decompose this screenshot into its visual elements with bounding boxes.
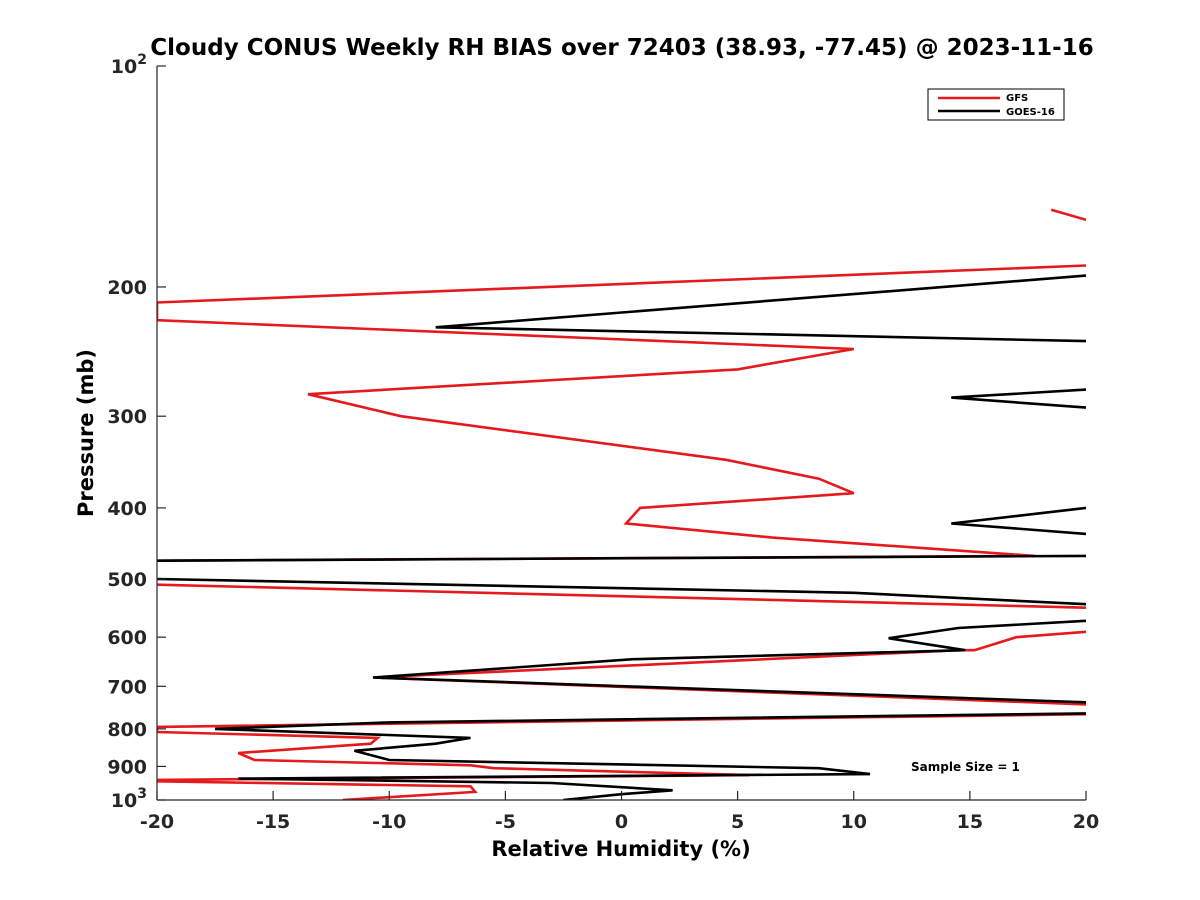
- x-tick-label: -20: [140, 811, 174, 833]
- legend-label-goes16: GOES-16: [1006, 107, 1055, 118]
- series-goes-16-segment-1: [951, 388, 1086, 409]
- y-tick-label: 102: [111, 52, 147, 78]
- x-tick-label: 20: [1073, 811, 1099, 833]
- chart-title: Cloudy CONUS Weekly RH BIAS over 72403 (…: [150, 35, 1093, 61]
- series-goes-16-segment-5: [372, 619, 1086, 704]
- legend-label-gfs: GFS: [1006, 93, 1028, 104]
- x-tick-label: 0: [615, 811, 628, 833]
- x-tick-label: 10: [841, 811, 867, 833]
- series-gfs-segment-0: [1050, 208, 1086, 222]
- series-goes-16-segment-2: [951, 506, 1086, 536]
- series-goes-16-segment-6: [215, 712, 1086, 800]
- y-tick-label: 500: [107, 569, 147, 591]
- y-tick-label: 200: [107, 277, 147, 299]
- series-goes-16-segment-3: [157, 554, 1086, 562]
- x-axis-label: Relative Humidity (%): [491, 837, 750, 861]
- y-axis-label: Pressure (mb): [74, 349, 98, 517]
- x-tick-label: -5: [495, 811, 516, 833]
- ticks-layer: -20 -15 -10 -5 0 5 10 15 20 102 200 300 400 500 600 700…: [107, 52, 1099, 833]
- legend-box: [927, 88, 1065, 121]
- y-tick-label: 400: [107, 498, 147, 520]
- series-goes-16-segment-4: [157, 577, 1086, 606]
- series-gfs-segment-4: [157, 712, 1086, 800]
- x-tick-label: 15: [957, 811, 983, 833]
- x-tick-label: 5: [731, 811, 744, 833]
- x-tick-label: -15: [256, 811, 290, 833]
- sample-size-annotation: Sample Size = 1: [911, 760, 1020, 774]
- y-tick-label: 700: [107, 676, 147, 698]
- series-layer: [157, 208, 1086, 800]
- y-tick-label: 900: [107, 756, 147, 778]
- y-tick-label: 600: [107, 627, 147, 649]
- series-goes-16-segment-0: [435, 274, 1086, 343]
- y-tick-label: 300: [107, 406, 147, 428]
- legend: GFS GOES-16: [927, 88, 1065, 121]
- x-tick-label: -10: [372, 811, 406, 833]
- y-tick-label: 800: [107, 719, 147, 741]
- series-gfs-segment-1: [157, 264, 1086, 562]
- series-gfs-segment-2: [157, 583, 1086, 609]
- y-tick-label: 103: [111, 786, 147, 812]
